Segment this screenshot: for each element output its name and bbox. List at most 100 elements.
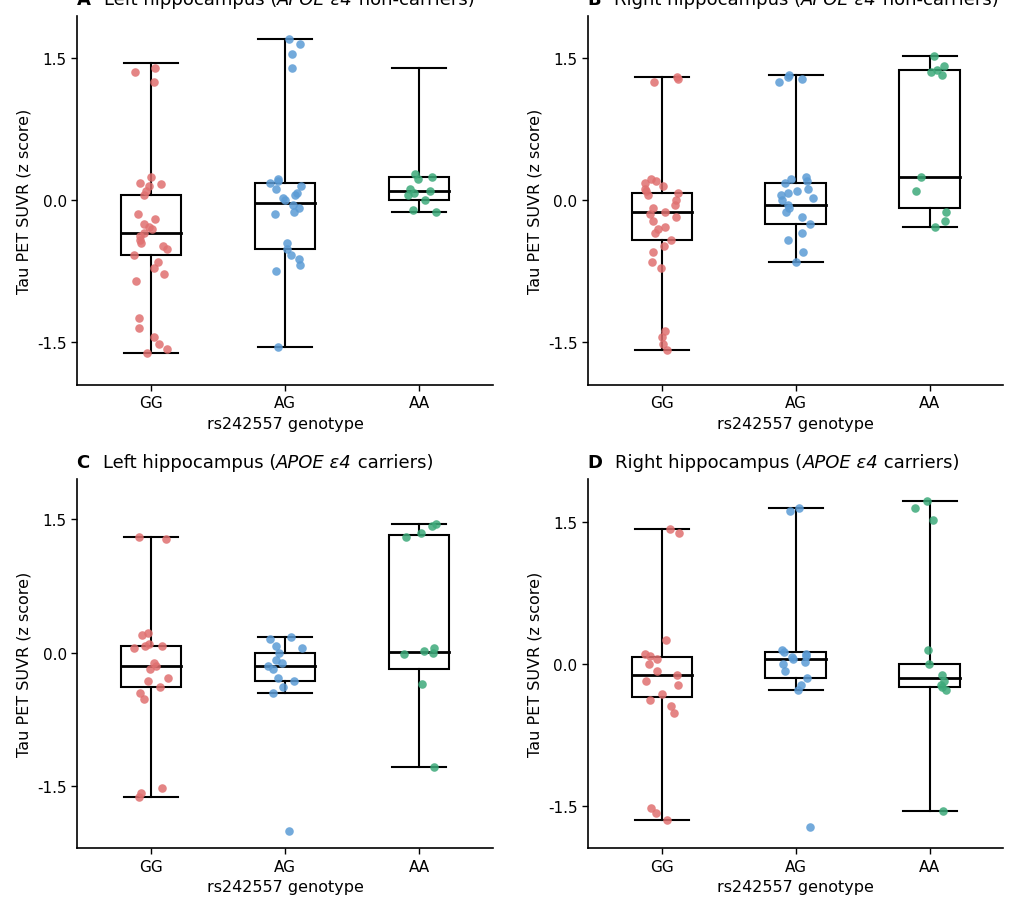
Point [401,182,418,197]
Bar [388,178,448,201]
Point [933,804,950,818]
Point [283,47,300,62]
Point [395,648,412,662]
Point [154,239,170,253]
Point [427,205,443,220]
Point [409,173,425,188]
Point [140,626,156,640]
Point [286,205,303,220]
Point [793,210,809,225]
Point [642,173,658,188]
Text: Right hippocampus (: Right hippocampus ( [614,454,802,472]
Point [666,199,683,213]
Bar [899,70,959,209]
Point [279,243,296,258]
Point [264,661,280,676]
Point [413,677,429,691]
Point [645,76,661,90]
Point [141,637,157,651]
Point [798,671,814,686]
Point [637,177,653,191]
Point [262,632,278,647]
Point [798,175,814,189]
Point [282,630,299,644]
Point [427,517,443,531]
Point [424,170,440,185]
Point [776,205,793,220]
Point [658,343,675,358]
Point [126,641,143,656]
Point [292,179,309,194]
Point [151,337,167,352]
Point [783,650,799,665]
Point [781,201,797,216]
Point [160,670,176,685]
Point [280,33,297,47]
Text: APOE ε4: APOE ε4 [277,0,353,9]
Point [640,657,656,671]
Point [788,184,804,199]
Point [416,644,432,659]
Point [426,641,442,656]
Point [773,657,790,671]
Bar [764,653,825,679]
Point [647,806,663,821]
Bar [631,658,691,697]
Point [269,175,285,189]
Point [276,194,292,209]
Point [399,189,416,203]
Point [156,268,172,282]
Point [934,674,951,689]
Point [933,69,950,84]
Point [126,249,143,263]
X-axis label: rs242557 genotype: rs242557 genotype [716,416,873,431]
Point [932,678,949,692]
Point [779,233,795,248]
Point [141,220,157,235]
Point [656,205,673,220]
Point [290,201,307,216]
Point [154,639,170,653]
Point [797,650,813,664]
Point [136,227,152,241]
Point [130,790,147,804]
Point [139,347,155,362]
Point [662,233,679,248]
Point [936,205,953,220]
Y-axis label: Tau PET SUVR (z score): Tau PET SUVR (z score) [16,108,32,293]
Point [287,189,304,203]
Point [150,255,166,270]
Point [780,71,796,86]
X-axis label: rs242557 genotype: rs242557 genotype [206,416,363,431]
Point [907,184,923,199]
Point [772,189,789,203]
Point [130,312,147,326]
Point [667,668,684,682]
Point [647,175,663,189]
Bar [120,647,181,687]
Point [780,186,796,200]
Point [270,340,286,354]
Point [667,194,684,209]
Point [138,184,154,199]
Point [148,659,164,673]
Point [654,179,671,194]
Point [785,652,801,667]
Bar [899,664,959,688]
Point [654,337,671,352]
Point [773,194,790,209]
Point [280,824,297,838]
Point [669,186,686,200]
Point [293,641,310,656]
X-axis label: rs242557 genotype: rs242557 genotype [716,879,873,895]
Point [269,670,285,685]
Point [266,208,282,222]
Point [267,182,283,197]
Point [801,819,817,834]
Point [652,261,668,276]
Point [653,331,669,345]
Point [648,652,664,667]
Point [270,173,286,188]
Point [799,182,815,197]
Point [656,220,673,235]
